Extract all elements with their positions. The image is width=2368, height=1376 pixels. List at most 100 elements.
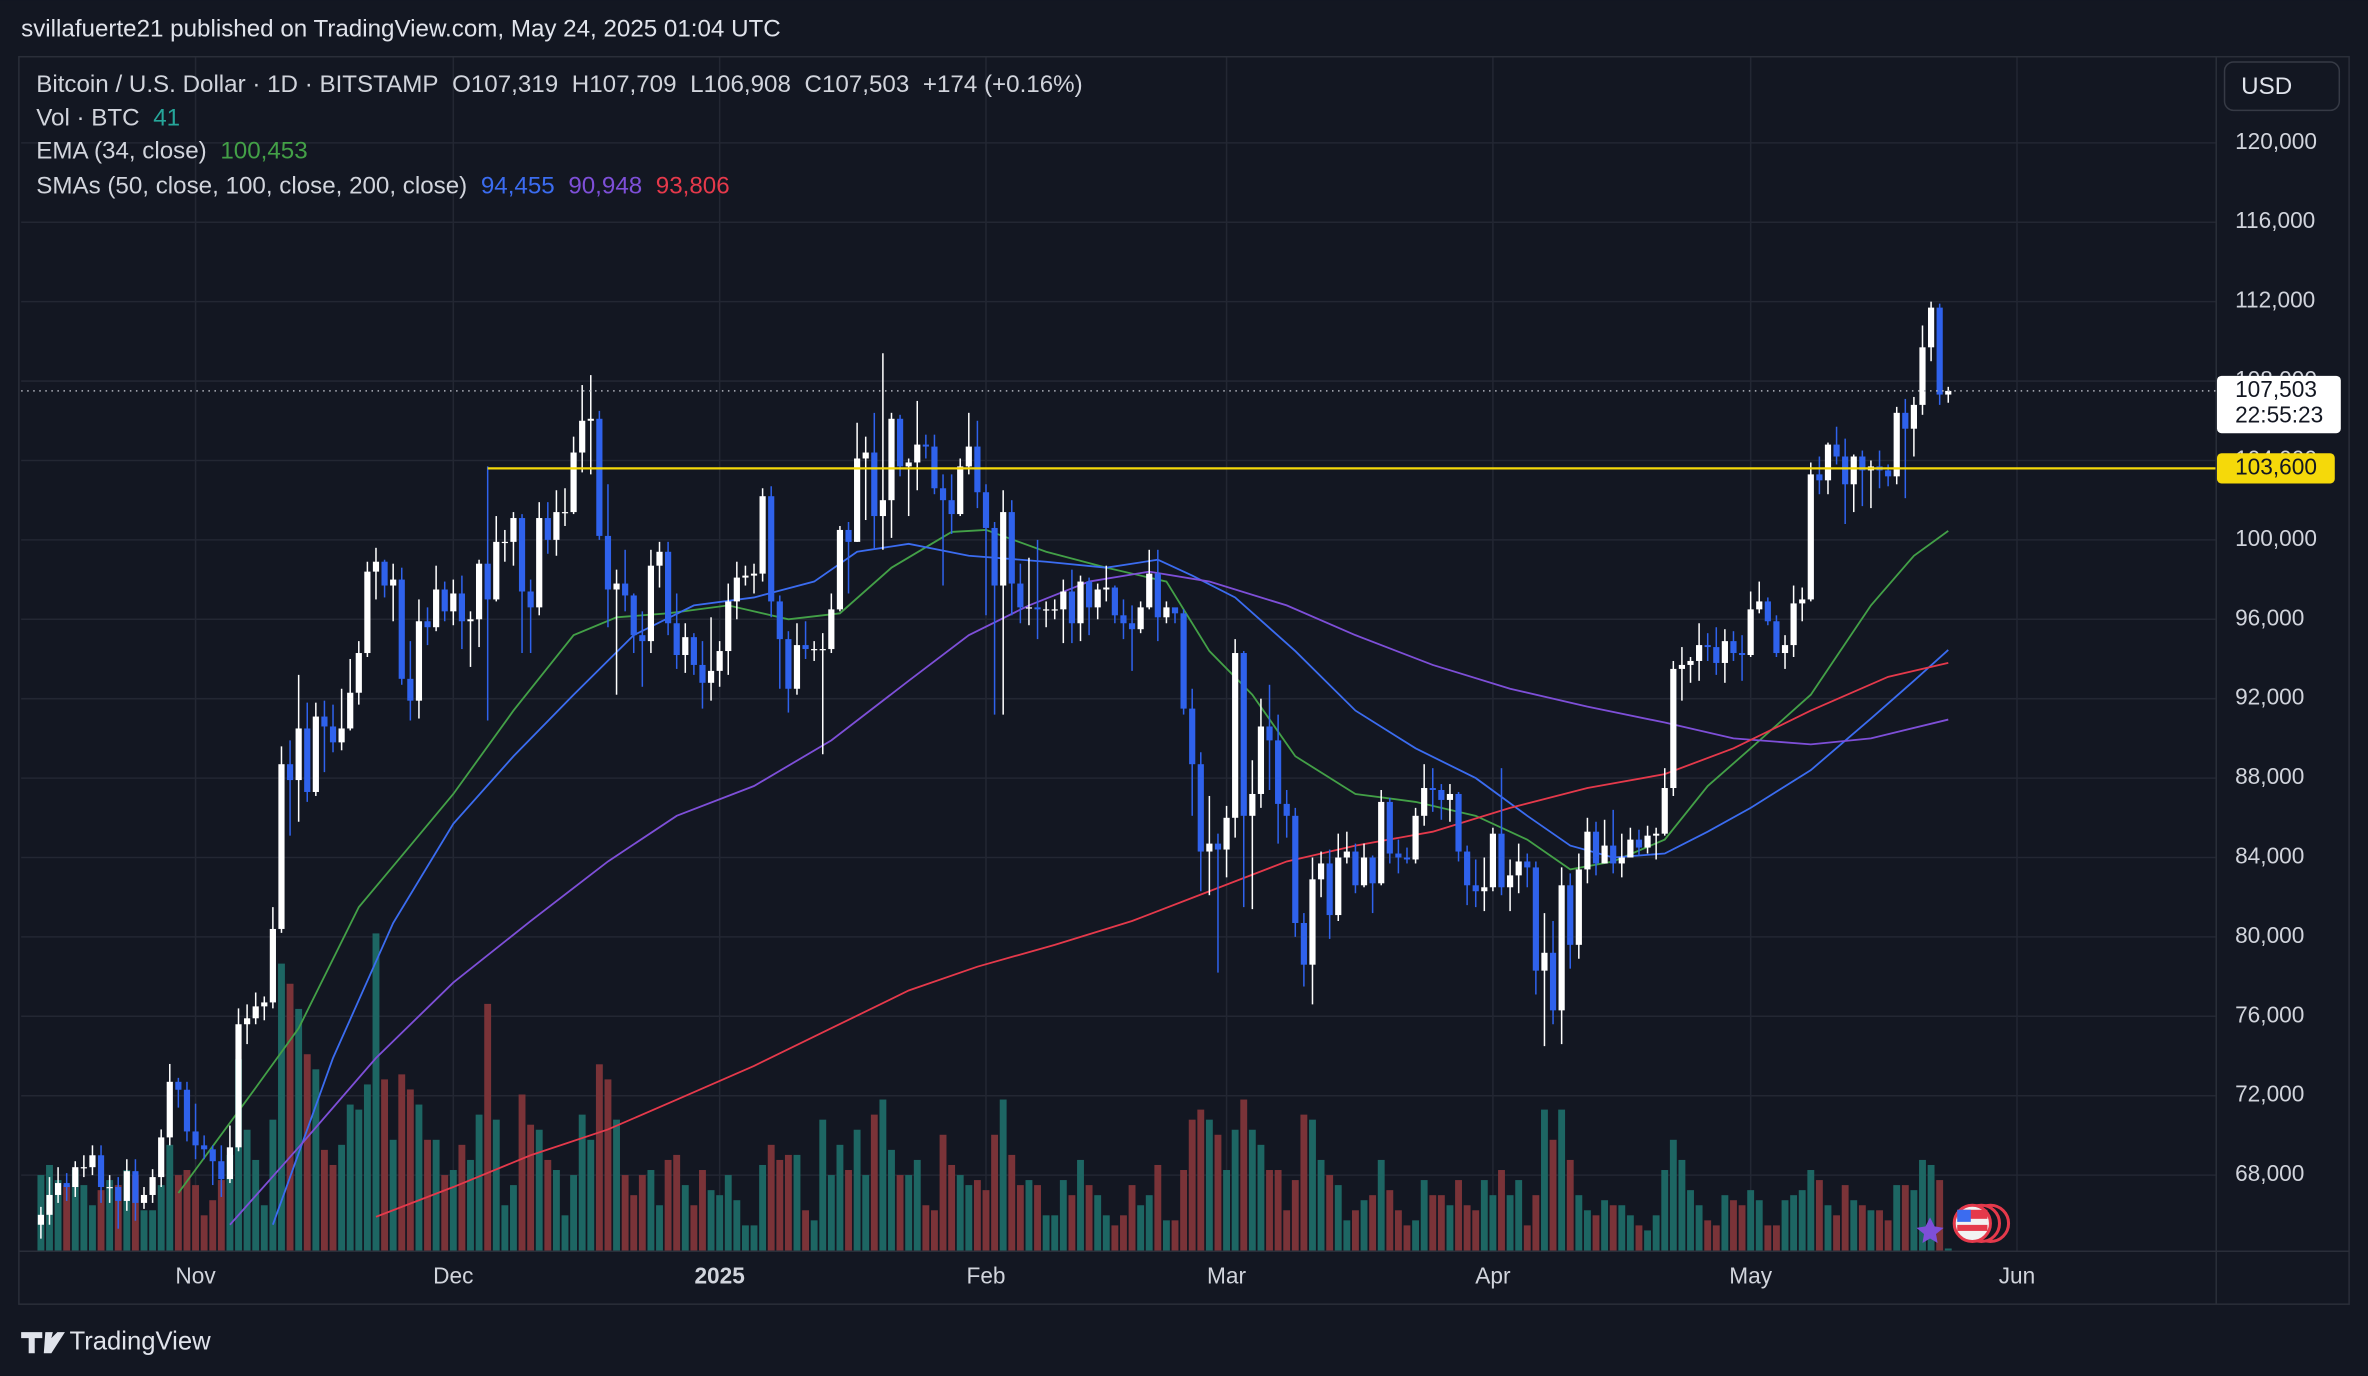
volume-bar [389, 1139, 397, 1251]
candle-body [862, 452, 869, 459]
volume-bar [1162, 1220, 1170, 1251]
candle-body [1584, 831, 1591, 870]
volume-bar [1059, 1180, 1067, 1251]
candle-body [312, 716, 319, 792]
candle-body [896, 418, 904, 467]
volume-bar [1566, 1159, 1574, 1251]
candle-body [1146, 573, 1153, 608]
last-price-box [2216, 375, 2341, 434]
candle-body [1678, 664, 1686, 669]
ema-legend: EMA (34, close) 100,453 [36, 138, 307, 165]
candle-body [1240, 653, 1247, 816]
volume-bar [1867, 1210, 1875, 1251]
volume-bar [1583, 1210, 1591, 1251]
volume-bar [1137, 1205, 1145, 1251]
volume-bar [1369, 1195, 1377, 1251]
candle-body [46, 1194, 53, 1215]
candle-body [1455, 793, 1462, 852]
x-tick-label: 2025 [694, 1263, 744, 1289]
candle-body [441, 589, 448, 612]
volume-bar [922, 1205, 930, 1251]
volume-bar [656, 1205, 663, 1251]
candle-body [1206, 843, 1213, 852]
x-tick-label: Feb [966, 1263, 1005, 1289]
candle-body [1773, 621, 1780, 654]
candle-body [1481, 887, 1488, 892]
volume-bar [458, 1144, 466, 1251]
volume-bar [252, 1159, 260, 1251]
volume-bar [1798, 1190, 1806, 1251]
volume-bar [346, 1104, 354, 1251]
candle-body [1885, 470, 1892, 477]
candle-body [1446, 793, 1454, 800]
volume-bar [1429, 1195, 1437, 1251]
candle-body [785, 639, 792, 689]
candle-body [1189, 708, 1196, 765]
candle-body [244, 1018, 251, 1025]
candle-body [1103, 587, 1110, 590]
candle-body [776, 601, 783, 640]
y-tick-label: 112,000 [2235, 287, 2315, 313]
candle-body [587, 418, 594, 421]
volume-bar [561, 1215, 569, 1251]
volume-bar [1094, 1195, 1102, 1251]
volume-bar [1833, 1215, 1841, 1251]
candle-body [1352, 851, 1359, 886]
volume-bar [209, 1200, 217, 1251]
volume-bar [948, 1164, 956, 1251]
volume-bar [759, 1164, 767, 1251]
x-tick-label: Nov [175, 1263, 216, 1289]
volume-bar [699, 1170, 706, 1251]
volume-bar [1532, 1195, 1540, 1251]
symbol-legend: Bitcoin / U.S. Dollar · 1D · BITSTAMP O10… [36, 72, 1082, 99]
candle-body [192, 1131, 199, 1146]
candle-body [1575, 869, 1582, 945]
volume-bar [1051, 1215, 1059, 1251]
volume-bar [1480, 1180, 1488, 1251]
candle-body [948, 500, 955, 515]
indicator-value: 93,806 [656, 173, 730, 200]
candle-body [1738, 653, 1746, 656]
volume-bar [1695, 1205, 1703, 1251]
volume-bar [1248, 1129, 1256, 1251]
indicator-name: SMAs (50, close, 100, close, 200, close) [36, 173, 467, 200]
ohlc-key: H [572, 72, 589, 99]
candle-body [1464, 851, 1471, 886]
volume-bar [793, 1154, 801, 1251]
candle-body [1498, 833, 1505, 888]
volume-bar [1506, 1195, 1514, 1251]
candle-body [716, 651, 723, 671]
candle-body [1077, 581, 1084, 624]
change-value: +174 (+0.16%) [923, 72, 1083, 99]
level-label: 103,600 [2235, 453, 2317, 479]
volume-bar [149, 1210, 157, 1251]
volume-bar [484, 1003, 492, 1251]
candle-body [1343, 851, 1350, 858]
volume-bar [1214, 1134, 1222, 1251]
candle-body [768, 496, 775, 602]
volume-bar [1601, 1200, 1609, 1251]
y-tick-label: 72,000 [2235, 1081, 2304, 1107]
candle-body [1335, 857, 1342, 916]
candle-body [604, 535, 612, 590]
volume-bar [1781, 1200, 1789, 1251]
candle-body [1068, 591, 1076, 624]
volume-bar [1120, 1215, 1127, 1251]
volume-bar [1498, 1170, 1505, 1251]
y-tick-label: 100,000 [2235, 525, 2317, 551]
volume-bar [1549, 1139, 1557, 1251]
volume-bar [432, 1139, 440, 1251]
volume-bar [552, 1170, 560, 1251]
volume-bar [896, 1175, 904, 1251]
x-tick-label: May [1729, 1263, 1772, 1289]
volume-bar [630, 1195, 638, 1251]
currency-button[interactable] [2223, 61, 2341, 112]
indicator-value: 94,455 [481, 173, 555, 200]
candle-body [209, 1149, 216, 1162]
candle-body [1034, 607, 1041, 610]
candle-body [1360, 857, 1368, 886]
candle-body [982, 492, 990, 528]
volume-bar [1085, 1185, 1093, 1251]
volume-bar [1463, 1205, 1471, 1251]
candle-body [149, 1177, 156, 1195]
